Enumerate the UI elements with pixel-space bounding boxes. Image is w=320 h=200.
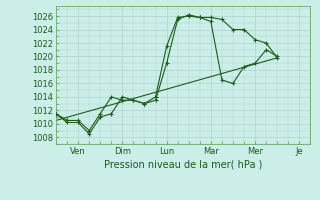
X-axis label: Pression niveau de la mer( hPa ): Pression niveau de la mer( hPa ) <box>104 160 262 170</box>
